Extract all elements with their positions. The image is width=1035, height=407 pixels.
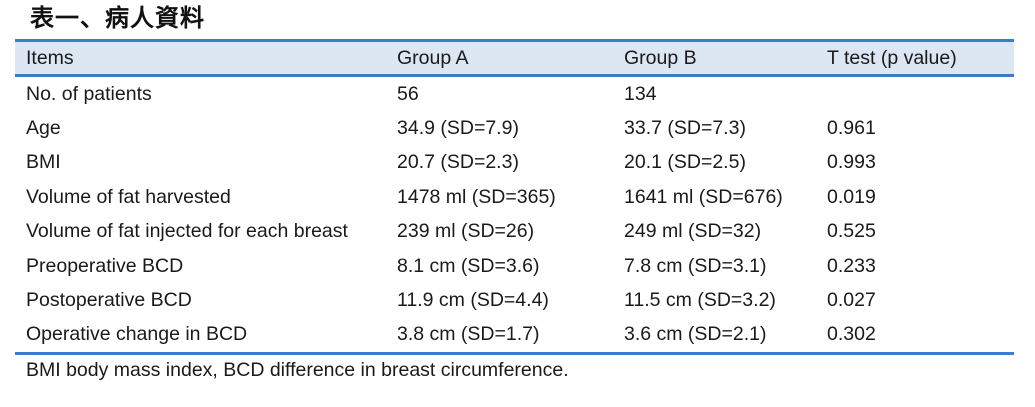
table-row: Postoperative BCD 11.9 cm (SD=4.4) 11.5 …	[15, 283, 1014, 317]
cell-p-value	[816, 76, 1014, 112]
table-title: 表一、病人資料	[30, 4, 205, 32]
cell-group-b: 11.5 cm (SD=3.2)	[624, 289, 776, 312]
cell-item: Postoperative BCD	[26, 289, 192, 312]
cell-item: BMI	[26, 151, 61, 174]
table-header-row: Items Group A Group B T test (p value)	[15, 39, 1014, 77]
cell-item: Age	[26, 117, 61, 140]
cell-item: Volume of fat harvested	[26, 185, 231, 208]
cell-p-value: 0.233	[827, 254, 876, 277]
header-items: Items	[15, 39, 386, 77]
table-row: BMI 20.7 (SD=2.3) 20.1 (SD=2.5) 0.993	[15, 146, 1014, 180]
table-row: Volume of fat injected for each breast 2…	[15, 215, 1014, 249]
header-group-a: Group A	[386, 39, 613, 77]
table-row: Age 34.9 (SD=7.9) 33.7 (SD=7.3) 0.961	[15, 111, 1014, 145]
cell-group-b: 3.6 cm (SD=2.1)	[613, 317, 816, 356]
cell-group-b: 249 ml (SD=32)	[624, 220, 762, 243]
cell-group-a: 56	[397, 82, 419, 105]
cell-p-value: 0.525	[827, 220, 876, 243]
cell-group-b: 7.8 cm (SD=3.1)	[624, 254, 767, 277]
table-footnote: BMI body mass index, BCD difference in b…	[26, 359, 569, 381]
cell-group-a: 3.8 cm (SD=1.7)	[386, 317, 613, 356]
cell-item: Volume of fat injected for each breast	[26, 220, 348, 243]
header-group-b: Group B	[613, 39, 816, 77]
table-row: No. of patients 56 134	[15, 76, 1014, 112]
cell-group-b: 134	[624, 82, 657, 105]
header-t-test: T test (p value)	[816, 39, 1014, 77]
cell-p-value: 0.027	[827, 289, 876, 312]
cell-group-a: 1478 ml (SD=365)	[397, 185, 556, 208]
cell-item: Preoperative BCD	[26, 254, 184, 277]
cell-group-a: 34.9 (SD=7.9)	[397, 117, 519, 140]
table-row: Volume of fat harvested 1478 ml (SD=365)…	[15, 180, 1014, 214]
cell-group-b: 33.7 (SD=7.3)	[624, 117, 746, 140]
patient-data-table: Items Group A Group B T test (p value) N…	[15, 39, 1014, 356]
cell-item: Operative change in BCD	[15, 317, 386, 356]
cell-p-value: 0.993	[827, 151, 876, 174]
cell-group-b: 20.1 (SD=2.5)	[624, 151, 746, 174]
cell-p-value: 0.961	[827, 117, 876, 140]
table-row: Operative change in BCD 3.8 cm (SD=1.7) …	[15, 317, 1014, 356]
table-row: Preoperative BCD 8.1 cm (SD=3.6) 7.8 cm …	[15, 249, 1014, 283]
cell-item: No. of patients	[26, 82, 152, 105]
cell-group-a: 8.1 cm (SD=3.6)	[397, 254, 540, 277]
cell-p-value: 0.302	[816, 317, 1014, 356]
cell-group-a: 239 ml (SD=26)	[397, 220, 535, 243]
cell-group-a: 20.7 (SD=2.3)	[397, 151, 519, 174]
cell-p-value: 0.019	[827, 185, 876, 208]
cell-group-a: 11.9 cm (SD=4.4)	[397, 289, 549, 312]
cell-group-b: 1641 ml (SD=676)	[624, 185, 783, 208]
